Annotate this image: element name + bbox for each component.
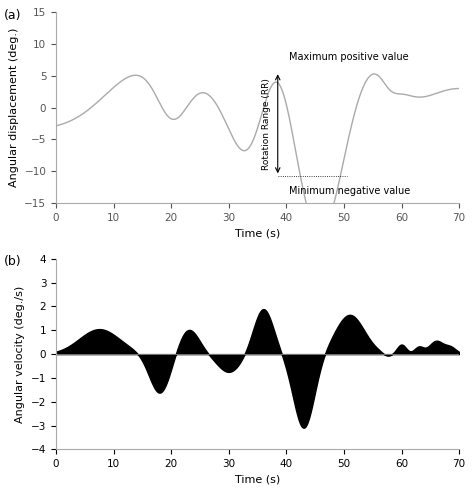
X-axis label: Time (s): Time (s) [235,228,280,238]
Text: (a): (a) [4,8,21,22]
Text: Maximum positive value: Maximum positive value [289,52,409,62]
Y-axis label: Angular velocity (deg./s): Angular velocity (deg./s) [16,285,26,423]
Text: (b): (b) [4,255,21,268]
X-axis label: Time (s): Time (s) [235,475,280,485]
Y-axis label: Angular displacement (deg.): Angular displacement (deg.) [9,28,19,187]
Text: Rotation Range (RR): Rotation Range (RR) [262,78,271,170]
Text: Minimum negative value: Minimum negative value [289,186,410,196]
